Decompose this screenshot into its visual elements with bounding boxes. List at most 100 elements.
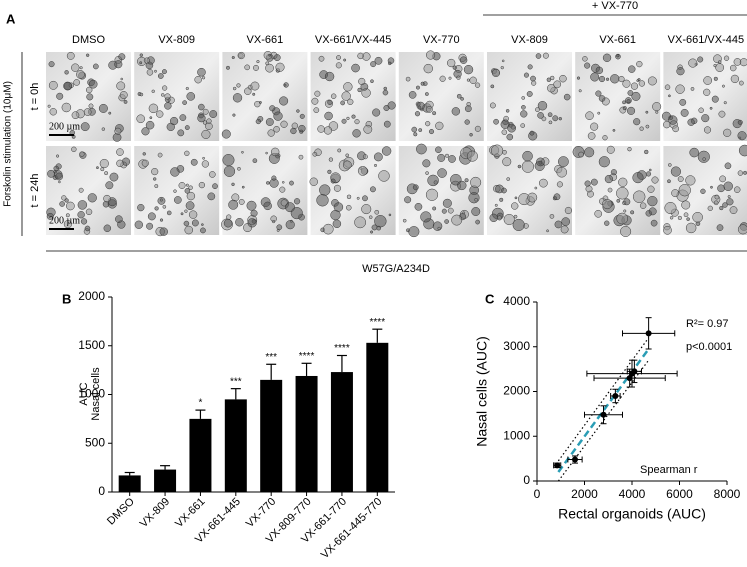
organoid	[626, 99, 631, 104]
organoid	[702, 157, 706, 161]
organoid	[739, 58, 747, 67]
organoid	[537, 101, 548, 111]
organoid	[108, 111, 112, 115]
organoid	[701, 114, 710, 123]
organoid	[548, 120, 553, 125]
organoid	[79, 66, 83, 70]
organoid	[466, 78, 470, 82]
organoid	[652, 102, 662, 112]
organoid	[408, 226, 420, 238]
organoid	[374, 215, 387, 228]
organoid	[335, 62, 342, 69]
organoid	[605, 77, 610, 81]
organoid	[503, 115, 509, 122]
organoid	[535, 107, 540, 112]
organoid	[383, 120, 391, 128]
organoid	[265, 63, 274, 73]
organoid	[252, 158, 258, 163]
organoid	[352, 129, 361, 138]
organoid	[273, 126, 280, 133]
micrograph	[221, 146, 308, 235]
organoid	[547, 84, 556, 93]
organoid	[645, 124, 650, 129]
organoid	[729, 206, 738, 215]
organoid	[46, 212, 54, 220]
organoid	[197, 67, 206, 77]
organoid	[604, 220, 610, 226]
organoid	[639, 126, 644, 131]
organoid	[737, 131, 747, 141]
organoid	[178, 182, 186, 189]
organoid	[73, 79, 81, 86]
organoid	[309, 177, 318, 186]
y-tick-label: 500	[85, 435, 105, 449]
y-axis-label: Nasal cells (AUC)	[474, 336, 490, 446]
organoid	[680, 108, 689, 117]
organoid	[616, 198, 621, 203]
organoid	[374, 56, 383, 65]
organoid	[428, 128, 435, 135]
organoid	[527, 64, 533, 70]
organoid	[534, 186, 538, 190]
organoid	[530, 75, 536, 82]
organoid	[520, 110, 528, 118]
organoid	[98, 103, 108, 113]
organoid	[341, 118, 347, 124]
organoid	[279, 186, 286, 193]
column-label: VX-770	[423, 34, 460, 46]
organoid	[296, 109, 300, 113]
organoid	[244, 64, 250, 71]
organoid	[703, 88, 711, 96]
organoid	[83, 108, 92, 116]
organoid	[202, 120, 208, 125]
point	[631, 368, 638, 375]
organoid	[432, 221, 443, 231]
organoid	[671, 189, 680, 198]
organoid	[502, 157, 512, 167]
bar	[118, 475, 141, 492]
organoid	[632, 190, 646, 203]
organoid	[590, 178, 598, 186]
organoid	[650, 219, 658, 227]
organoid	[688, 58, 698, 68]
organoid	[160, 93, 165, 97]
organoid	[507, 123, 516, 133]
organoid	[159, 227, 168, 236]
organoid	[226, 65, 230, 70]
organoid	[96, 166, 99, 170]
organoid	[723, 128, 732, 137]
x-tick-label: VX-809	[138, 496, 172, 530]
organoid	[425, 121, 431, 127]
organoid	[711, 95, 719, 103]
organoid	[697, 150, 710, 163]
organoid	[120, 77, 123, 81]
organoid	[503, 213, 515, 226]
organoid	[470, 176, 482, 188]
organoid	[279, 96, 289, 106]
organoid	[371, 224, 378, 231]
x-tick-label: VX-770	[244, 496, 278, 530]
organoid	[521, 104, 526, 110]
organoid	[538, 178, 548, 188]
organoid	[631, 91, 641, 101]
organoid	[490, 144, 504, 157]
organoid	[547, 112, 553, 117]
organoid	[448, 76, 452, 80]
organoid	[381, 146, 392, 156]
organoid	[552, 115, 559, 122]
y-axis-label: Nasal cells	[90, 367, 102, 421]
organoid	[263, 51, 273, 60]
organoid	[351, 63, 360, 73]
organoid	[546, 77, 552, 82]
organoid	[546, 229, 549, 233]
organoid	[154, 69, 157, 73]
organoid	[550, 75, 555, 81]
organoid	[737, 119, 743, 125]
organoid	[598, 95, 606, 102]
organoid	[161, 69, 167, 75]
organoid	[174, 196, 182, 204]
organoid	[186, 92, 196, 101]
micrograph	[309, 146, 396, 235]
organoid	[494, 203, 498, 207]
y-tick-label: 2000	[78, 289, 105, 303]
